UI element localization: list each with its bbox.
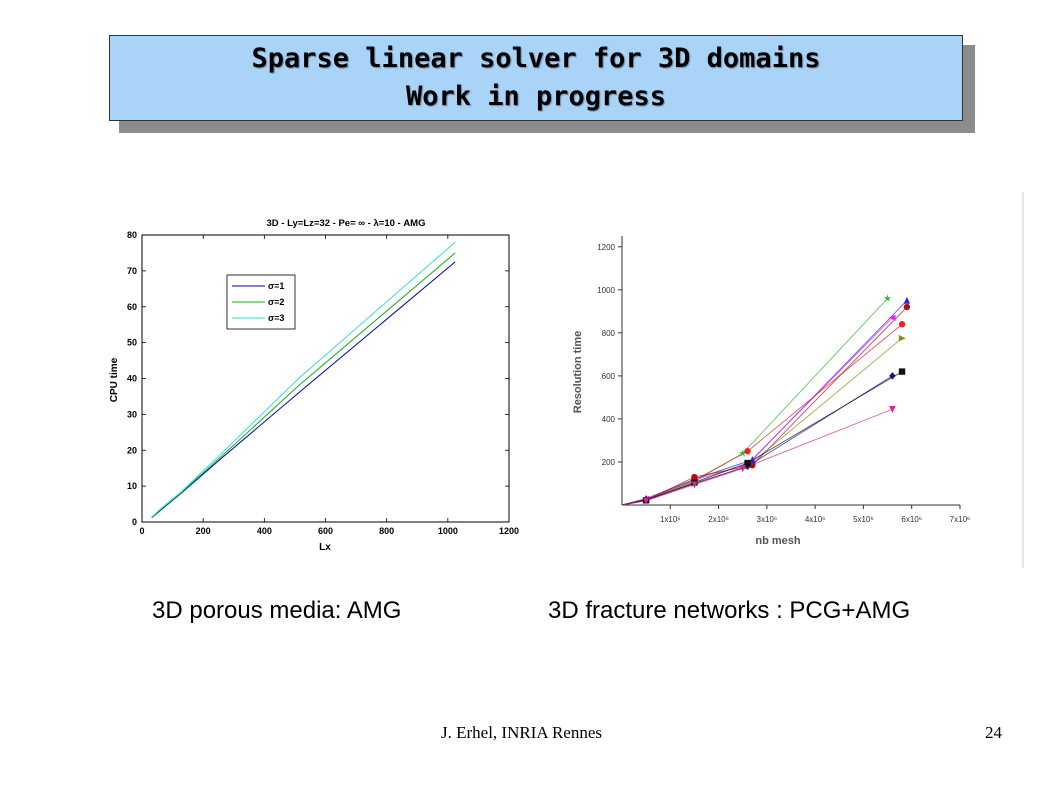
slide-subtitle: Work in progress [405,81,667,112]
chart2-ytick-label: 600 [602,372,616,381]
chart2-marker [744,448,751,455]
chart2-marker [744,459,751,467]
chart2-marker [691,481,698,489]
chart1-xtick-label: 600 [318,526,333,536]
chart1-ytick-label: 50 [127,338,137,348]
chart2-ytick-label: 200 [602,458,616,467]
chart1-ytick-label: 70 [127,266,137,276]
chart2-marker [691,473,698,481]
chart2-marker [898,335,906,342]
page-number: 24 [985,723,1002,742]
chart2-ylabel: Resolution time [572,331,584,414]
resolution-time-chart: 200 400 600 800 1000 1200 1x10⁶ 2x10⁶ 3x10⁶ 4x10⁶… [572,236,971,547]
chart2-series-line [621,306,908,506]
caption-porous-media: 3D porous media: AMG [152,597,402,624]
chart2-ytick-label: 1200 [597,243,615,252]
chart2-marker [903,296,911,304]
chart2-marker [749,456,756,464]
chart2-ytick-label: 800 [602,329,616,338]
chart2-marker [739,465,746,473]
chart2-ytick-label: 1000 [597,286,615,295]
chart2-marker [749,461,756,469]
chart2-series-line [621,323,903,506]
chart1-series-line [151,241,456,518]
chart2-series-line [621,371,903,506]
chart2-marker [889,372,896,380]
chart2-xtick-label: 7x10⁶ [950,515,971,524]
chart1-legend-label: σ=3 [268,313,284,323]
chart2-ytick-label: 400 [602,415,616,424]
chart2-marker [898,321,906,328]
chart2-marker [883,294,892,302]
footer-author: J. Erhel, INRIA Rennes [441,723,603,742]
chart1-ytick-label: 40 [127,374,137,384]
chart2-marker [898,368,906,375]
chart2-xtick-label: 4x10⁶ [805,515,826,524]
chart1-xtick-label: 1000 [438,526,458,536]
chart1-xlabel: Lx [319,542,331,553]
caption-fracture-networks: 3D fracture networks : PCG+AMG [548,597,911,624]
chart2-marker [642,497,650,505]
chart1-ytick-label: 80 [127,230,137,240]
chart2-xtick-label: 1x10⁶ [660,515,681,524]
chart2-marker [903,303,911,311]
chart2-series-line [621,298,888,506]
chart1-legend: σ=1 σ=2 σ=3 [226,274,296,330]
chart1-ytick-label: 10 [127,481,137,491]
chart1-xtick-label: 800 [379,526,394,536]
chart2-series-line [621,317,893,506]
chart1-xtick-label: 400 [257,526,272,536]
chart2-series-line [621,375,893,506]
chart1-xtick-label: 200 [196,526,211,536]
chart2-xtick-label: 3x10⁶ [757,515,778,524]
chart1-title: 3D - Ly=Lz=32 - Pe= ∞ - λ=10 - AMG [266,218,425,229]
chart1-ytick-label: 30 [127,409,137,419]
slide-title: Sparse linear solver for 3D domains [251,43,821,74]
chart2-xlabel: nb mesh [755,535,801,547]
slide-title-box: Sparse linear solver for 3D domains Work… [109,35,963,121]
chart2-marker [889,406,896,413]
chart1-xtick-label: 0 [139,526,144,536]
chart1-ytick-label: 0 [132,517,137,527]
chart2-marker [738,449,747,457]
image-edge [1022,192,1024,568]
chart1-ytick-label: 60 [127,302,137,312]
chart1-xtick-label: 1200 [499,526,519,536]
chart1-ylabel: CPU time [109,357,120,402]
chart1-legend-label: σ=2 [268,297,284,307]
chart2-marker [888,314,896,321]
chart2-xtick-label: 6x10⁶ [901,515,922,524]
chart2-xtick-label: 2x10⁶ [708,515,729,524]
cpu-time-chart: 3D - Ly=Lz=32 - Pe= ∞ - λ=10 - AMG 0 200 4… [109,218,519,553]
chart1-ytick-label: 20 [127,445,137,455]
chart1-legend-label: σ=1 [268,281,284,291]
chart2-series-line [621,300,908,506]
chart2-xtick-label: 5x10⁶ [853,515,874,524]
